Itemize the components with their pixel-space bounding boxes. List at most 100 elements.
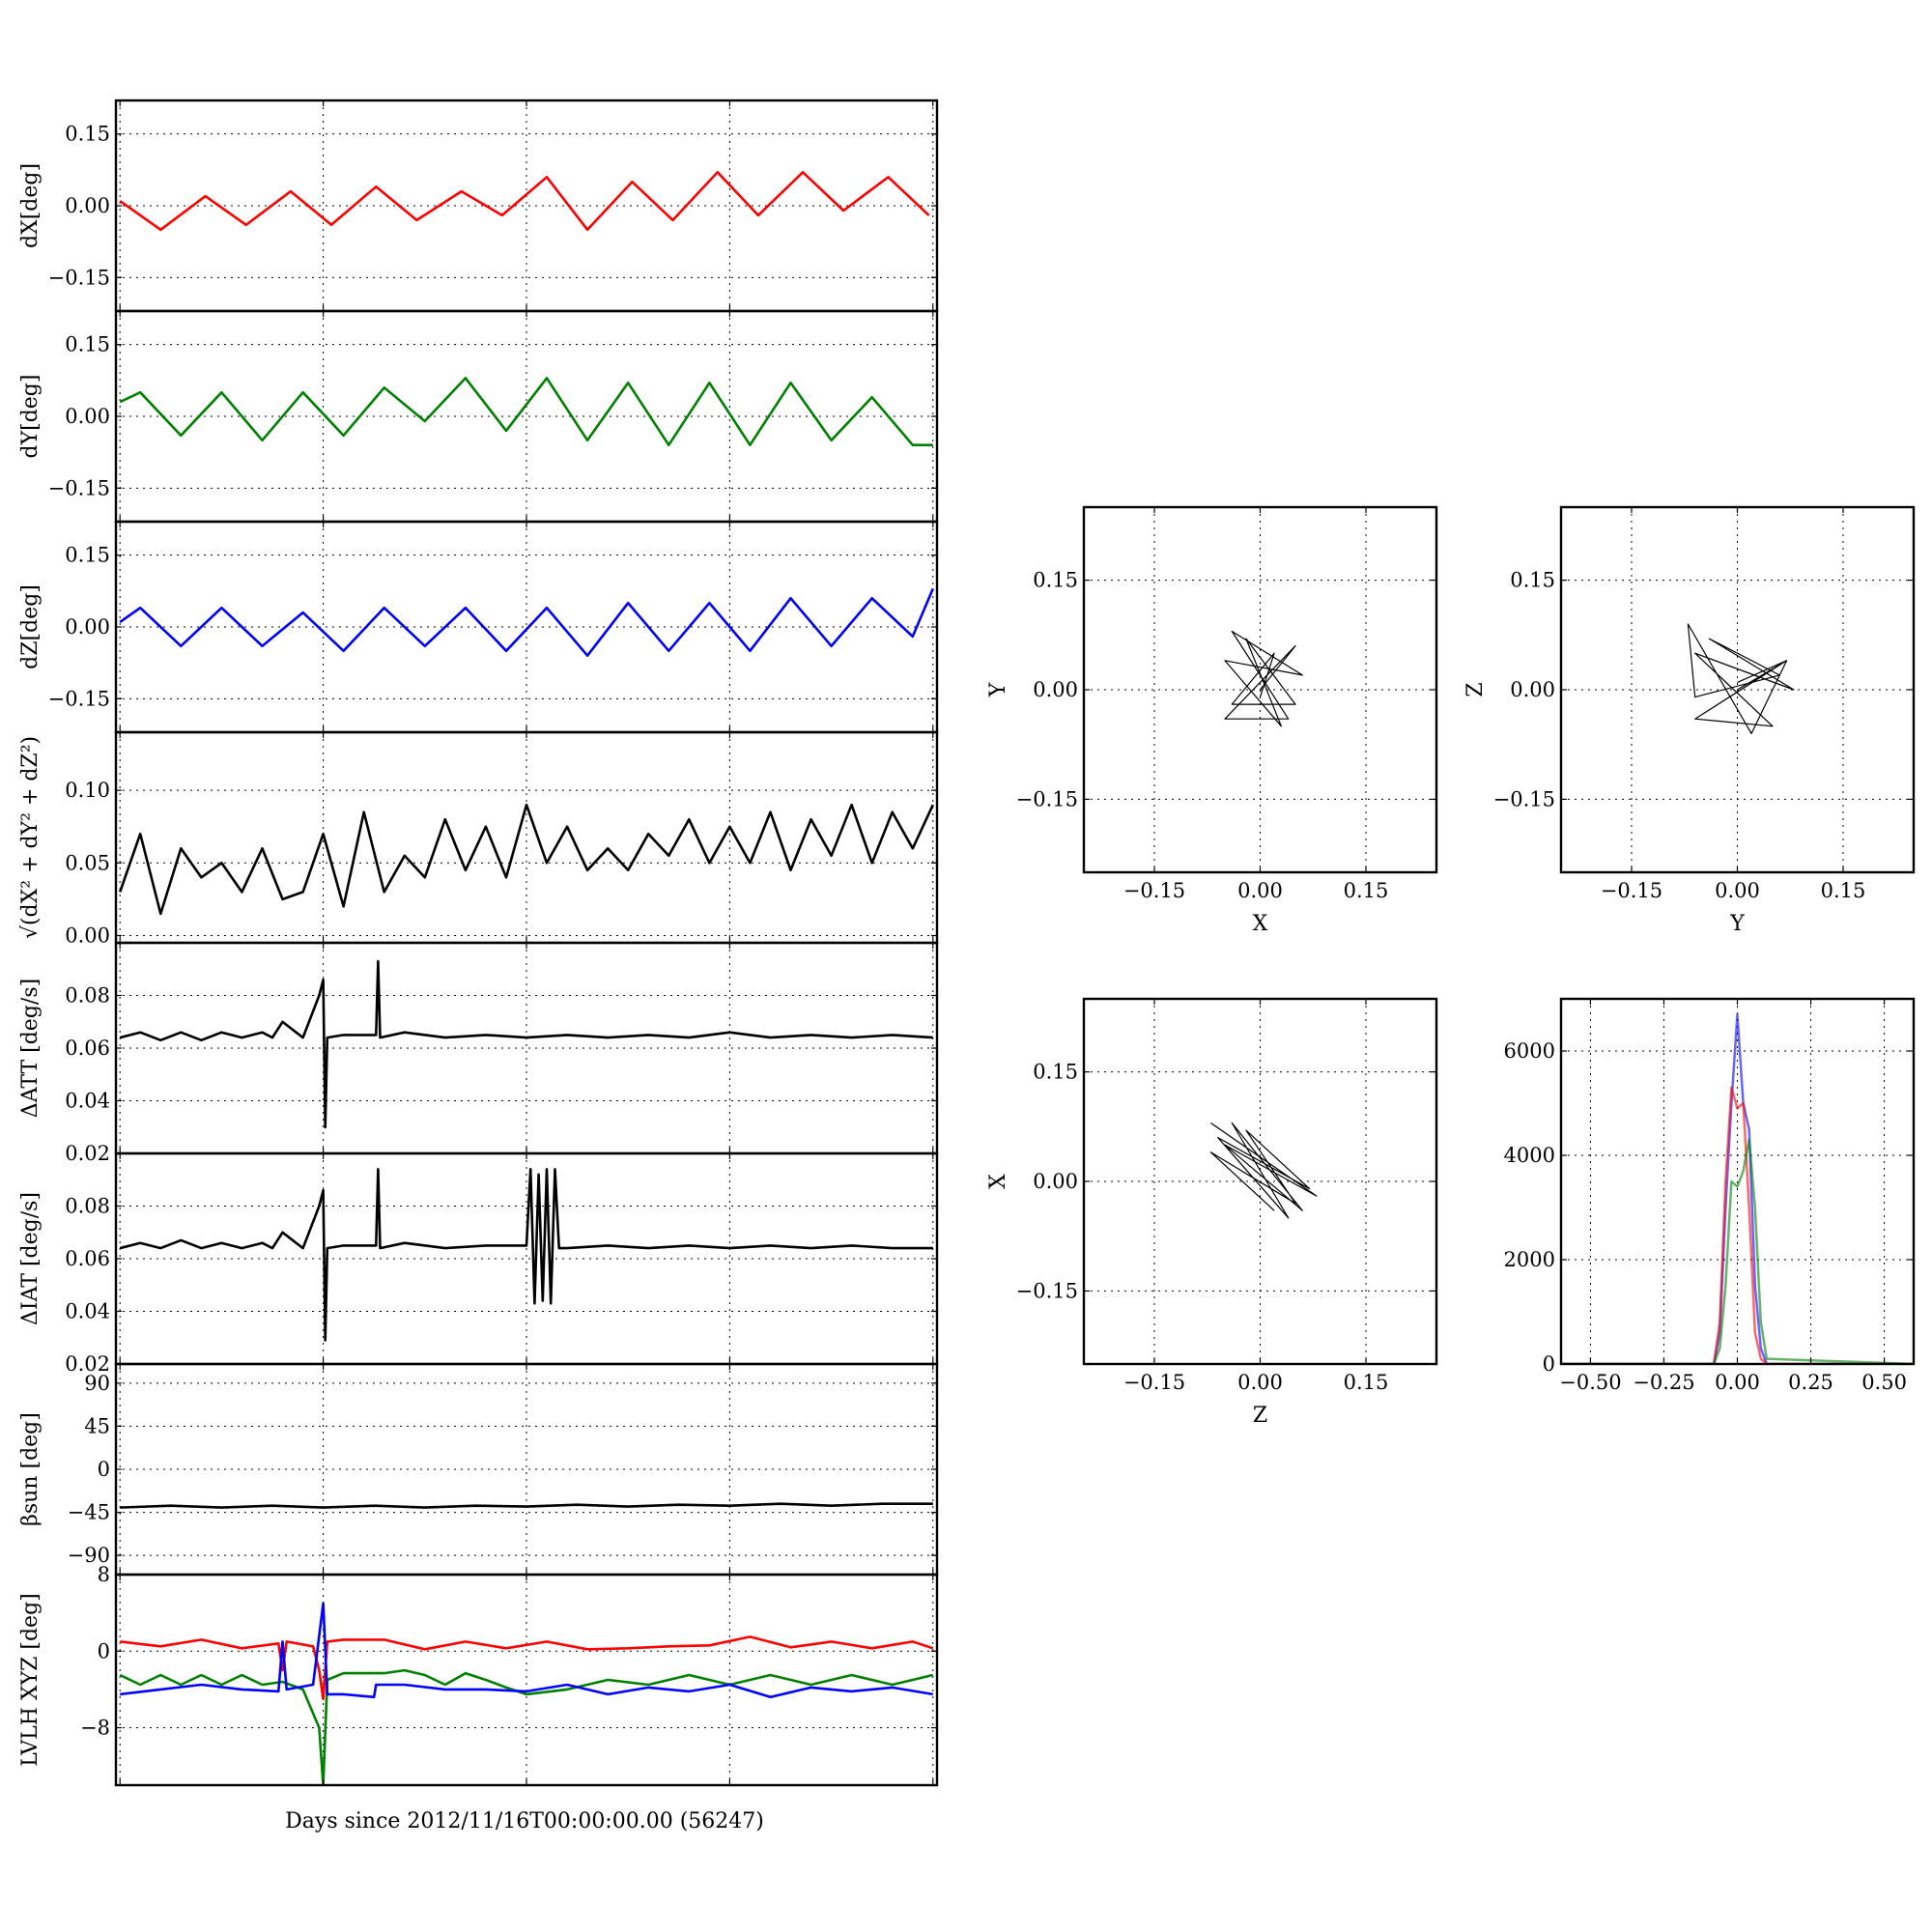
y-tick-label: 0.00 <box>1033 1170 1078 1193</box>
figure-x-axis-label: Days since 2012/11/16T00:00:00.00 (56247… <box>285 1809 764 1833</box>
y-tick-label: 0.04 <box>65 1300 110 1323</box>
y-tick-label: 6000 <box>1504 1039 1555 1063</box>
series-line-beta-0 <box>120 1502 933 1509</box>
y-tick-label: 0 <box>1543 1352 1555 1376</box>
x-axis-label: Z <box>1253 1404 1267 1428</box>
series-line-hist-1 <box>1561 1086 1914 1364</box>
panel-zx: 0.15 0.00 −0.15 −0.15 0.00 0.15 X Z <box>986 997 1438 1428</box>
y-tick-label: 0.00 <box>1033 678 1078 701</box>
panel-rss: 0.10 0.05 0.00 √(dX² + dY² + dZ²) <box>18 730 939 947</box>
y-tick-label: 0.02 <box>65 1352 110 1376</box>
y-tick-label: 0.08 <box>65 1195 110 1218</box>
panel-beta: 90 45 0 −45 −90 βsun [deg] <box>18 1362 939 1577</box>
series-line-dz-0 <box>119 587 934 658</box>
y-axis-label: ΔIAT [deg/s] <box>18 1192 43 1325</box>
y-tick-label: 45 <box>84 1414 110 1437</box>
y-tick-label: 0.15 <box>65 333 110 356</box>
y-tick-label: −0.15 <box>1016 787 1078 810</box>
y-tick-label: 2000 <box>1504 1248 1555 1271</box>
y-tick-label: 0.06 <box>65 1247 110 1270</box>
series-line-dx-0 <box>119 171 930 232</box>
axes-frame <box>114 1573 939 1787</box>
axes-frame <box>114 730 939 945</box>
y-axis-label: √(dX² + dY² + dZ²) <box>18 736 43 939</box>
panel-datt: 0.08 0.06 0.04 0.02 ΔATT [deg/s] <box>18 941 939 1165</box>
y-tick-label: 0.15 <box>1033 1061 1078 1084</box>
x-axis-label: X <box>1253 912 1268 936</box>
y-axis-label: dY[deg] <box>18 375 43 459</box>
y-tick-label: 4000 <box>1504 1144 1555 1167</box>
y-tick-label: 0.04 <box>65 1090 110 1113</box>
y-tick-label: −0.15 <box>48 476 110 499</box>
series-line-lvlh-1 <box>119 1668 934 1785</box>
x-tick-label: 0.15 <box>1821 879 1866 902</box>
y-axis-label: dZ[deg] <box>18 584 43 669</box>
y-tick-label: 0.00 <box>65 405 110 428</box>
x-tick-label: 0.00 <box>1237 1371 1283 1394</box>
x-tick-label: −0.15 <box>1123 1371 1185 1394</box>
series-line-lvlh-2 <box>120 1602 934 1699</box>
y-axis-label: Y <box>986 682 1010 697</box>
y-tick-label: 0.06 <box>65 1037 110 1060</box>
y-tick-label: 0.15 <box>65 123 110 146</box>
series-line-yz-0 <box>1687 623 1795 735</box>
x-tick-label: 0.00 <box>1715 1371 1760 1394</box>
y-tick-label: 0 <box>98 1639 110 1662</box>
y-axis-label: ΔATT [deg/s] <box>18 979 43 1118</box>
panel-yz: 0.15 0.00 −0.15 −0.15 0.00 0.15 Z Y <box>1463 505 1916 936</box>
y-tick-label: −90 <box>68 1544 110 1567</box>
y-tick-label: 0.00 <box>65 923 110 947</box>
series-line-diat-0 <box>119 1168 933 1342</box>
x-axis-label: Y <box>1729 912 1745 936</box>
x-tick-label: 0.00 <box>1237 879 1283 902</box>
panel-hist: 6000 4000 2000 0−0.50 −0.25 0.00 0.25 0.50 <box>1504 997 1916 1394</box>
x-tick-label: 0.00 <box>1715 879 1760 902</box>
y-tick-label: 0.00 <box>65 194 110 217</box>
x-tick-label: 0.15 <box>1344 1371 1389 1394</box>
panel-lvlh: 8 0 −8 LVLH XYZ [deg] <box>18 1563 939 1787</box>
y-tick-label: 0.00 <box>1510 678 1555 701</box>
series-line-lvlh-0 <box>120 1635 934 1701</box>
series-line-rss-0 <box>118 803 934 916</box>
y-tick-label: 8 <box>98 1563 110 1586</box>
y-axis-label: dX[deg] <box>18 163 43 248</box>
y-tick-label: −0.15 <box>1016 1279 1078 1302</box>
y-tick-label: −0.15 <box>1493 787 1555 810</box>
y-tick-label: 0.15 <box>65 544 110 567</box>
y-tick-label: −45 <box>68 1501 110 1524</box>
y-axis-label: βsun [deg] <box>18 1412 43 1526</box>
y-axis-label: Z <box>1463 682 1488 696</box>
x-tick-label: −0.50 <box>1559 1371 1621 1394</box>
y-tick-label: 0.15 <box>1510 569 1555 592</box>
y-axis-label: LVLH XYZ [deg] <box>18 1593 43 1767</box>
series-line-xy-0 <box>1224 630 1303 727</box>
x-tick-label: −0.15 <box>1123 879 1185 902</box>
y-tick-label: 0.02 <box>65 1142 110 1165</box>
y-tick-label: 0.15 <box>1033 569 1078 592</box>
series-line-hist-0 <box>1561 1012 1914 1364</box>
y-tick-label: 90 <box>84 1372 110 1395</box>
x-tick-label: 0.15 <box>1344 879 1389 902</box>
y-tick-label: 0.08 <box>65 984 110 1008</box>
x-tick-label: 0.25 <box>1788 1371 1833 1394</box>
panel-xy: 0.15 0.00 −0.15 −0.15 0.00 0.15 Y X <box>986 505 1438 936</box>
y-tick-label: 0.00 <box>65 615 110 639</box>
series-line-dy-0 <box>119 377 933 447</box>
y-tick-label: −0.15 <box>48 266 110 289</box>
y-tick-label: 0 <box>98 1458 110 1481</box>
x-tick-label: −0.25 <box>1633 1371 1694 1394</box>
series-line-hist-2 <box>1561 1138 1914 1364</box>
x-tick-label: −0.15 <box>1601 879 1662 902</box>
y-tick-label: −0.15 <box>48 687 110 710</box>
y-tick-label: −8 <box>80 1717 110 1740</box>
y-axis-label: X <box>986 1174 1010 1189</box>
series-line-zx-0 <box>1209 1122 1318 1219</box>
panel-diat: 0.08 0.06 0.04 0.02 ΔIAT [deg/s] <box>18 1151 939 1376</box>
series-line-datt-0 <box>119 959 933 1129</box>
y-tick-label: 0.05 <box>65 851 110 874</box>
y-tick-label: 0.10 <box>65 779 110 802</box>
